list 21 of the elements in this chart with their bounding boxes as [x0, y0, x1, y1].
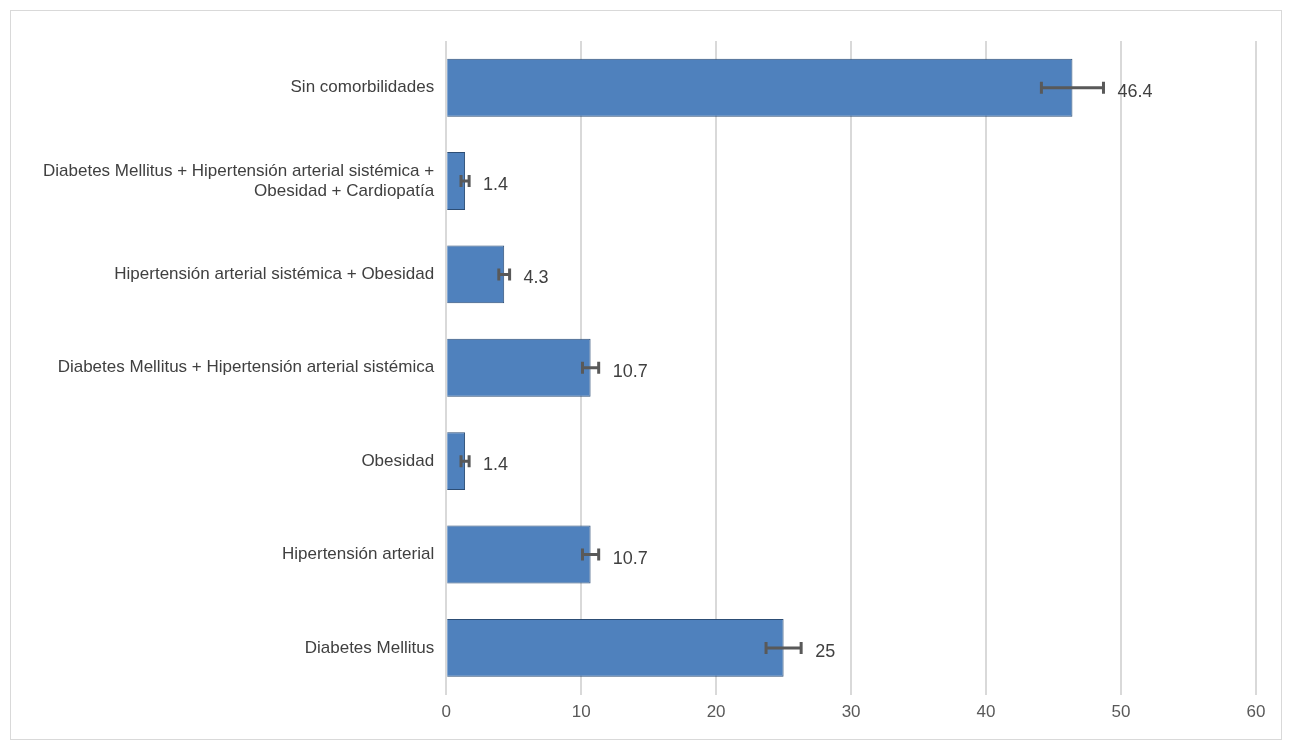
- x-tick-label: 60: [1246, 702, 1266, 722]
- x-tick-label: 0: [441, 702, 451, 722]
- x-tick-label: 10: [571, 702, 591, 722]
- x-tick-label: 20: [706, 702, 726, 722]
- y-tick-label: Sin comorbilidades: [290, 77, 435, 97]
- x-tick-label: 30: [841, 702, 861, 722]
- y-tick-label: Diabetes Mellitus: [304, 637, 435, 657]
- y-tick-label: Obesidad: [361, 450, 435, 470]
- x-tick-label: 50: [1111, 702, 1131, 722]
- data-label: 1.4: [483, 174, 509, 195]
- y-tick-label: Hipertensión arterial: [282, 544, 435, 564]
- data-label: 10.7: [612, 360, 648, 381]
- data-label: 46.4: [1117, 80, 1153, 101]
- data-label: 25: [815, 640, 836, 661]
- data-label: 1.4: [483, 454, 509, 475]
- y-tick-label: Diabetes Mellitus + Hipertensión arterial sistémica + Obesidad + Cardiopatía: [42, 160, 435, 200]
- data-label: 10.7: [612, 547, 648, 568]
- y-tick-label: Hipertensión arterial sistémica + Obesidad: [114, 264, 435, 284]
- y-tick-label: Diabetes Mellitus + Hipertensión arterial sistémica: [57, 357, 435, 377]
- data-label: 4.3: [523, 267, 549, 288]
- x-tick-label: 40: [976, 702, 996, 722]
